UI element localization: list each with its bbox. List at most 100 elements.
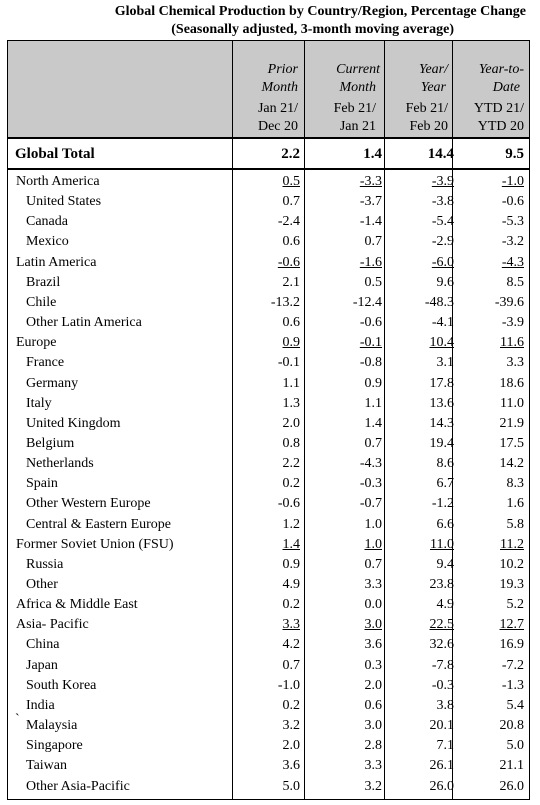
row-value-col2: -0.6 bbox=[322, 313, 382, 333]
row-value-col2: 2.0 bbox=[322, 676, 383, 696]
table-subtitle: (Seasonally adjusted, 3-month moving ave… bbox=[171, 22, 454, 37]
table-row: Belgium 0.8 0.7 19.4 17.5 bbox=[8, 434, 528, 454]
row-value-col3: 4.9 bbox=[394, 595, 455, 615]
table-row: Former Soviet Union (FSU) 1.4 1.0 11.0 11.2 bbox=[8, 535, 528, 555]
cell-value: 0.2 bbox=[282, 476, 301, 491]
cell-value: -1.3 bbox=[501, 678, 524, 693]
cell-value: -39.6 bbox=[494, 295, 524, 310]
row-value-col4: -4.3 bbox=[464, 253, 524, 273]
table-row: South Korea -1.0 2.0 -0.3 -1.3 bbox=[8, 676, 528, 696]
table-row: India 0.2 0.6 3.8 5.4 bbox=[8, 696, 528, 716]
row-value-col4: 11.0 bbox=[464, 394, 524, 414]
row-value-col1: 0.7 bbox=[240, 656, 301, 676]
cell-value: 5.2 bbox=[506, 597, 525, 612]
row-value-col4: 5.4 bbox=[464, 696, 525, 716]
row-value-col1: 0.9 bbox=[240, 555, 301, 575]
cell-value: -3.8 bbox=[431, 194, 454, 209]
cell-value: 0.2 bbox=[282, 597, 301, 612]
row-label: Belgium bbox=[26, 436, 75, 451]
row-value-col2: 0.5 bbox=[322, 273, 383, 293]
table-top-rule bbox=[7, 40, 530, 41]
row-value-col3: 32.6 bbox=[394, 635, 455, 655]
cell-value: 4.9 bbox=[282, 577, 301, 592]
row-value-col1: -0.6 bbox=[240, 253, 300, 273]
cell-value: 17.5 bbox=[499, 436, 525, 451]
cell-value: 2.8 bbox=[364, 738, 383, 753]
cell-value: -0.6 bbox=[277, 496, 300, 511]
row-value-col4: 10.2 bbox=[464, 555, 525, 575]
cell-value: 13.6 bbox=[429, 396, 455, 411]
cell-value: -1.0 bbox=[501, 174, 524, 189]
row-value-col4: 1.6 bbox=[464, 494, 525, 514]
row-value-col2: 1.4 bbox=[322, 414, 383, 434]
cell-value: -4.3 bbox=[359, 456, 382, 471]
cell-value: 18.6 bbox=[499, 376, 525, 391]
row-value-col4: -39.6 bbox=[464, 293, 524, 313]
row-label: North America bbox=[16, 174, 100, 189]
row-value-col3: 26.1 bbox=[394, 756, 455, 776]
row-label: Other Asia-Pacific bbox=[26, 779, 130, 794]
table-title: Global Chemical Production by Country/Re… bbox=[114, 4, 526, 19]
row-value-col3: -7.8 bbox=[394, 656, 454, 676]
cell-value: -0.3 bbox=[431, 678, 454, 693]
row-value-col2: -4.3 bbox=[322, 454, 382, 474]
row-value-col3: 11.0 bbox=[394, 535, 454, 555]
cell-value: 5.8 bbox=[506, 517, 525, 532]
cell-value: 2.1 bbox=[282, 275, 301, 290]
cell-value: -1.0 bbox=[277, 678, 300, 693]
cell-value: 1.1 bbox=[364, 396, 383, 411]
table-row: Japan 0.7 0.3 -7.8 -7.2 bbox=[8, 656, 528, 676]
global-total-prior-month: 2.2 bbox=[281, 146, 300, 162]
row-value-col2: 3.0 bbox=[322, 716, 383, 736]
cell-value: 0.7 bbox=[364, 557, 383, 572]
row-value-col4: -1.3 bbox=[464, 676, 524, 696]
cell-value: -0.1 bbox=[277, 355, 300, 370]
row-value-col4: 17.5 bbox=[464, 434, 525, 454]
cell-value: 0.9 bbox=[282, 335, 301, 350]
row-label: India bbox=[26, 698, 55, 713]
table-row: Chile -13.2 -12.4 -48.3 -39.6 bbox=[8, 293, 528, 313]
cell-value: -6.0 bbox=[431, 255, 454, 270]
cell-value: 3.3 bbox=[282, 617, 301, 632]
header-bottom-rule bbox=[7, 137, 530, 139]
row-label: Taiwan bbox=[26, 758, 68, 773]
cell-value: 0.6 bbox=[364, 698, 383, 713]
cell-value: 16.9 bbox=[499, 637, 525, 652]
cell-value: 5.0 bbox=[506, 738, 525, 753]
row-value-col2: 2.8 bbox=[322, 736, 383, 756]
cell-value: 0.7 bbox=[282, 194, 301, 209]
row-value-col3: -2.9 bbox=[394, 232, 454, 252]
cell-value: 0.7 bbox=[364, 436, 383, 451]
global-total-current-month: 1.4 bbox=[363, 146, 382, 162]
table-row: Europe 0.9 -0.1 10.4 11.6 bbox=[8, 333, 528, 353]
row-value-col1: 0.9 bbox=[240, 333, 301, 353]
cell-value: -0.8 bbox=[359, 355, 382, 370]
cell-value: -3.9 bbox=[501, 315, 524, 330]
cell-value: -0.1 bbox=[359, 335, 382, 350]
row-value-col1: 2.0 bbox=[240, 414, 301, 434]
cell-value: 10.4 bbox=[429, 335, 455, 350]
row-value-col1: 0.7 bbox=[240, 192, 301, 212]
row-label: Russia bbox=[26, 557, 64, 572]
cell-value: 17.8 bbox=[429, 376, 455, 391]
col-year-year-sub1: Feb 21/ bbox=[405, 101, 448, 116]
cell-value: 1.0 bbox=[364, 537, 383, 552]
row-value-col4: 11.6 bbox=[464, 333, 524, 353]
row-label: Brazil bbox=[26, 275, 61, 290]
row-value-col1: -1.0 bbox=[240, 676, 300, 696]
row-value-col1: -2.4 bbox=[240, 212, 300, 232]
column-divider-2 bbox=[304, 40, 305, 800]
row-value-col2: -1.4 bbox=[322, 212, 382, 232]
row-value-col4: 16.9 bbox=[464, 635, 525, 655]
row-value-col2: 0.7 bbox=[322, 434, 383, 454]
row-value-col4: 14.2 bbox=[464, 454, 525, 474]
row-value-col1: 0.6 bbox=[240, 232, 301, 252]
table-row: Canada -2.4 -1.4 -5.4 -5.3 bbox=[8, 212, 528, 232]
table-row: France -0.1 -0.8 3.1 3.3 bbox=[8, 353, 528, 373]
cell-value: 4.9 bbox=[436, 597, 455, 612]
row-value-col2: -0.7 bbox=[322, 494, 382, 514]
row-value-col3: -4.1 bbox=[394, 313, 454, 333]
row-value-col3: -3.9 bbox=[394, 172, 454, 192]
row-value-col3: 13.6 bbox=[394, 394, 455, 414]
cell-value: 26.0 bbox=[499, 779, 525, 794]
